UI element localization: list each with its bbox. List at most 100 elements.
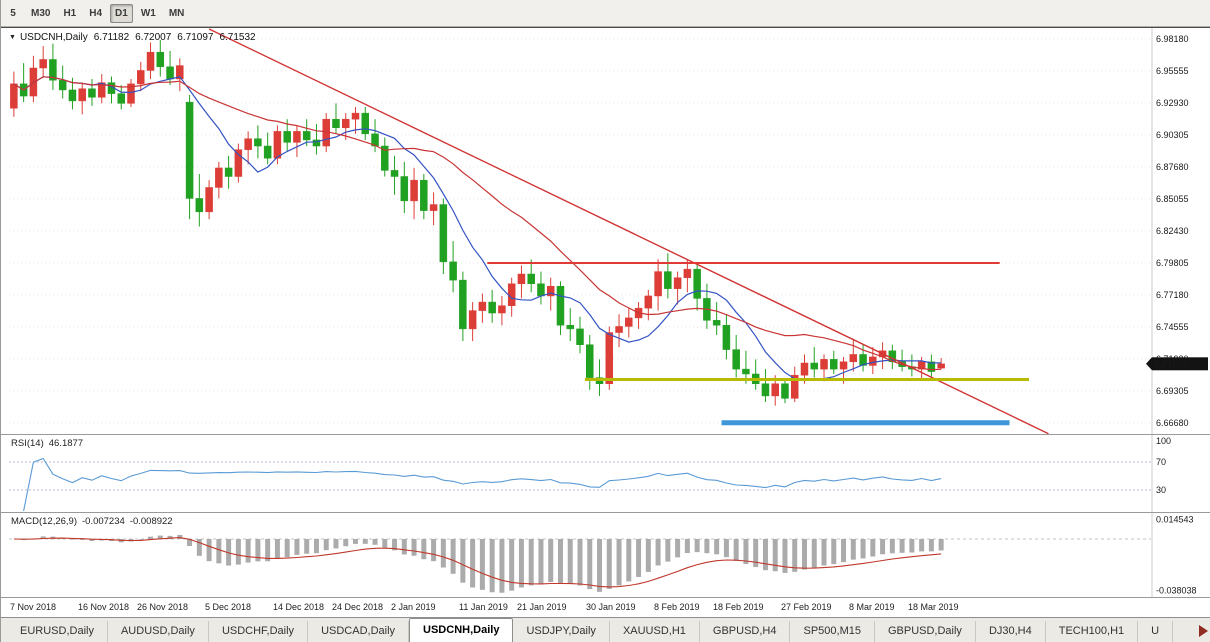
time-axis-label: 5 Dec 2018: [205, 602, 252, 612]
tab-label: TECH100,H1: [1058, 625, 1125, 637]
price-gridlines: [9, 38, 1151, 424]
macd-indicator-panel: 0.014543 -0.038038 MACD(12,26,9) -0.007234…: [1, 512, 1210, 597]
ma-fast-line: [13, 76, 942, 381]
time-axis-label: 18 Feb 2019: [713, 602, 764, 612]
time-axis-label: 26 Nov 2018: [137, 602, 189, 612]
tab-label: U: [1151, 625, 1160, 637]
timeframe-button-m30[interactable]: M30: [31, 7, 51, 19]
tab-usdchf-daily[interactable]: USDCHF,Daily: [209, 621, 309, 642]
tab-label: USDCNH,Daily: [423, 624, 500, 636]
candlestick-chart[interactable]: 6.98180 6.95555 6.92930 6.90305 6.87680 6.850…: [1, 28, 1210, 434]
tab-audusd-daily[interactable]: AUDUSD,Daily: [108, 621, 209, 642]
tab-eurusd-daily[interactable]: EURUSD,Daily: [7, 621, 108, 642]
rsi-chart[interactable]: 100 70 30: [1, 435, 1210, 512]
ohlc-high: 6.72007: [135, 32, 172, 43]
chart-tabs-bar: EURUSD,Daily AUDUSD,Daily USDCHF,Daily USDC…: [1, 617, 1210, 642]
ohlc-close: 6.71532: [219, 32, 256, 43]
macd-chart[interactable]: 0.014543 -0.038038: [1, 513, 1210, 597]
time-axis-label: 11 Jan 2019: [459, 602, 508, 612]
chart-title: USDCNH,Daily: [19, 32, 88, 43]
tab-gbpusd-h4[interactable]: GBPUSD,H4: [700, 621, 791, 642]
svg-text:6.92930: 6.92930: [1156, 98, 1189, 108]
svg-text:6.95555: 6.95555: [1156, 66, 1189, 76]
svg-text:6.85055: 6.85055: [1156, 194, 1189, 204]
tab-label: DJ30,H4: [988, 625, 1032, 637]
macd-label: MACD(12,26,9): [11, 516, 77, 527]
time-axis-label: 8 Feb 2019: [654, 602, 700, 612]
svg-text:6.77180: 6.77180: [1156, 290, 1189, 300]
timeframe-button-h4[interactable]: H4: [89, 7, 103, 19]
time-axis-label: 18 Mar 2019: [908, 602, 959, 612]
svg-text:6.82430: 6.82430: [1156, 226, 1189, 236]
current-price-badge: 6.71532: [1146, 357, 1208, 371]
svg-text:6.66680: 6.66680: [1156, 418, 1189, 428]
tab-dj30-h4[interactable]: DJ30,H4: [976, 621, 1046, 642]
tab-label: GBPUSD,H4: [712, 625, 777, 637]
main-chart-panel: 6.98180 6.95555 6.92930 6.90305 6.87680 6.850…: [1, 27, 1210, 434]
svg-text:-0.038038: -0.038038: [1156, 586, 1197, 596]
svg-text:100: 100: [1156, 436, 1171, 446]
descending-trendline[interactable]: [208, 28, 1049, 434]
tab-label: AUDUSD,Daily: [120, 625, 195, 637]
svg-text:70: 70: [1156, 457, 1166, 467]
time-axis-label: 24 Dec 2018: [332, 602, 384, 612]
tab-usdjpy-daily[interactable]: USDJPY,Daily: [513, 621, 610, 642]
price-axis[interactable]: 6.98180 6.95555 6.92930 6.90305 6.87680 6.850…: [1156, 34, 1189, 428]
tab-scroll-right-button[interactable]: [1199, 625, 1208, 637]
tab-label: GBPUSD,Daily: [887, 625, 962, 637]
tab-usdcad-daily[interactable]: USDCAD,Daily: [308, 621, 410, 642]
rsi-header: RSI(14) 46.1877: [11, 438, 83, 449]
tab-label: XAUUSD,H1: [622, 625, 686, 637]
svg-text:6.71532: 6.71532: [1155, 359, 1188, 369]
timeframe-button-mn[interactable]: MN: [168, 7, 185, 19]
macd-signal-line: [13, 537, 942, 588]
macd-axis: 0.014543 -0.038038: [1156, 514, 1197, 595]
tab-label: USDCHF,Daily: [221, 625, 295, 637]
svg-text:6.69305: 6.69305: [1156, 386, 1189, 396]
svg-text:30: 30: [1156, 485, 1166, 495]
time-axis-label: 27 Feb 2019: [781, 602, 832, 612]
tab-label: SP500,M15: [803, 625, 861, 637]
chart-dropdown-icon: ▼: [9, 34, 16, 41]
timeframe-button-w1[interactable]: W1: [140, 7, 156, 19]
timeframe-toolbar: 5 M30 H1 H4 D1 W1 MN: [1, 0, 1210, 27]
rsi-axis: 100 70 30: [1156, 436, 1171, 495]
rsi-indicator-panel: 100 70 30 RSI(14) 46.1877: [1, 434, 1210, 512]
timeframe-button-5[interactable]: 5: [10, 7, 16, 19]
candles-series: [10, 39, 945, 406]
rsi-value: 46.1877: [48, 438, 84, 449]
macd-main-value: -0.007234: [82, 516, 125, 527]
time-axis-label: 30 Jan 2019: [586, 602, 636, 612]
time-axis-label: 21 Jan 2019: [517, 602, 567, 612]
tab-u[interactable]: U: [1138, 621, 1174, 642]
timeframe-button-d1[interactable]: D1: [110, 3, 133, 23]
ohlc-open: 6.71182: [93, 32, 130, 43]
tab-gbpusd-daily[interactable]: GBPUSD,Daily: [875, 621, 976, 642]
time-axis-label: 7 Nov 2018: [10, 602, 57, 612]
tab-xauusd-h1[interactable]: XAUUSD,H1: [610, 621, 700, 642]
ma-slow-line: [13, 76, 942, 371]
tab-sp500-m15[interactable]: SP500,M15: [790, 621, 875, 642]
ohlc-low: 6.71097: [177, 32, 214, 43]
tab-label: USDJPY,Daily: [526, 625, 596, 637]
svg-text:0.014543: 0.014543: [1156, 514, 1194, 524]
macd-header: MACD(12,26,9) -0.007234 -0.008922: [11, 516, 173, 527]
rsi-label: RSI(14): [11, 438, 44, 449]
svg-text:6.87680: 6.87680: [1156, 162, 1189, 172]
time-axis-label: 8 Mar 2019: [849, 602, 895, 612]
tab-label: USDCAD,Daily: [321, 625, 396, 637]
svg-text:6.79805: 6.79805: [1156, 258, 1189, 268]
svg-text:6.90305: 6.90305: [1156, 130, 1189, 140]
macd-histogram: [21, 534, 944, 593]
chart-ohlc-header: ▼ USDCNH,Daily 6.71182 6.72007 6.71097 6.7153…: [9, 32, 256, 43]
tab-usdcnh-daily[interactable]: USDCNH,Daily: [409, 618, 514, 642]
tab-label: EURUSD,Daily: [20, 625, 94, 637]
time-axis-label: 2 Jan 2019: [391, 602, 436, 612]
time-axis[interactable]: 7 Nov 2018 16 Nov 2018 26 Nov 2018 5 Dec 20…: [1, 597, 1210, 617]
rsi-line: [23, 457, 942, 512]
svg-text:6.98180: 6.98180: [1156, 34, 1189, 44]
tab-tech100-h1[interactable]: TECH100,H1: [1046, 621, 1139, 642]
time-axis-label: 14 Dec 2018: [273, 602, 325, 612]
timeframe-button-h1[interactable]: H1: [63, 7, 77, 19]
